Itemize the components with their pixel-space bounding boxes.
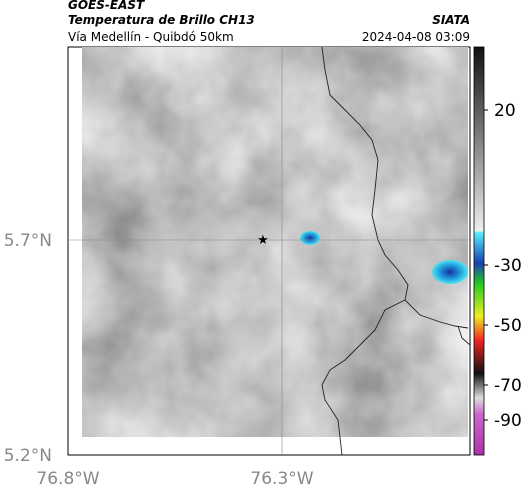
border (321, 299, 406, 456)
title: GOES-EAST (68, 0, 145, 12)
colorbar (473, 46, 485, 456)
colorbar-tick-label: -50 (494, 316, 522, 336)
colorbar-tick-label: -30 (494, 256, 522, 276)
location-marker: ★ (257, 233, 269, 248)
subtitle: Temperatura de Brillo CH13 (68, 13, 255, 27)
x-tick-label: 76.8°W (36, 469, 99, 489)
cold-cloud (432, 260, 468, 284)
colorbar-tick-label: 20 (494, 101, 516, 121)
route: Vía Medellín - Quibdó 50km (68, 30, 234, 44)
cloud-field (82, 47, 468, 437)
y-tick-label: 5.7°N (4, 231, 52, 251)
colorbar-ticks: 20 -30 -50 -70 -90 (484, 101, 522, 431)
colorbar-tick-label: -70 (494, 376, 522, 396)
cold-cloud (300, 231, 320, 245)
y-tick-label: 5.2°N (4, 446, 52, 466)
border (321, 46, 469, 329)
timestamp: 2024-04-08 03:09 (362, 30, 470, 44)
border (457, 325, 471, 346)
source: SIATA (432, 13, 470, 27)
colorbar-tick-label: -90 (494, 411, 522, 431)
x-tick-label: 76.3°W (250, 469, 313, 489)
